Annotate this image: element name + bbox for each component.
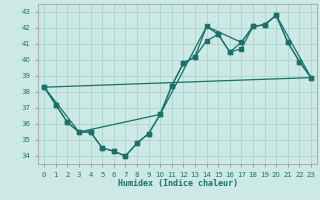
X-axis label: Humidex (Indice chaleur): Humidex (Indice chaleur) — [118, 179, 238, 188]
